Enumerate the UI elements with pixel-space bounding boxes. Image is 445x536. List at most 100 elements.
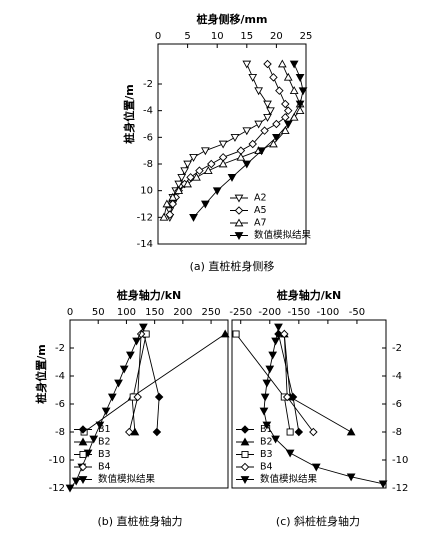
y-tick-label: -8	[392, 427, 402, 438]
caption: (a) 直桩桩身侧移	[190, 259, 275, 273]
marker	[162, 199, 172, 208]
y-tick-label: -4	[392, 371, 402, 382]
legend-label: B1	[260, 424, 273, 435]
series-line	[283, 333, 352, 433]
legend-label: B2	[260, 437, 273, 448]
legend-label: A5	[254, 205, 267, 216]
marker	[232, 330, 240, 338]
marker	[309, 427, 318, 437]
marker	[177, 174, 187, 182]
marker	[95, 421, 105, 430]
marker	[263, 59, 272, 69]
series-line	[169, 63, 289, 215]
marker	[242, 60, 252, 69]
marker	[189, 154, 198, 162]
marker	[236, 152, 246, 161]
marker	[89, 435, 99, 444]
legend-label: B3	[260, 449, 273, 460]
marker	[165, 210, 175, 219]
marker	[269, 139, 278, 148]
legend-marker	[79, 450, 87, 459]
legend-marker	[241, 450, 249, 459]
legend-marker	[78, 462, 88, 472]
y-tick-label: -8	[143, 159, 153, 170]
marker	[248, 74, 258, 82]
marker	[346, 427, 356, 436]
marker	[272, 119, 281, 129]
marker	[186, 173, 195, 182]
legend-label: A7	[254, 218, 267, 229]
legend-marker	[234, 206, 244, 215]
series-line	[131, 333, 226, 433]
x-tick-label: -250	[229, 307, 252, 318]
x-tick-label: 0	[67, 307, 73, 318]
marker	[212, 187, 222, 196]
marker	[248, 139, 257, 149]
legend-label: 数值模拟结果	[254, 229, 312, 241]
marker	[189, 214, 198, 222]
marker	[174, 186, 184, 194]
legend-label: B4	[260, 462, 273, 473]
marker	[168, 199, 178, 209]
marker	[311, 463, 321, 472]
series-line	[83, 333, 147, 433]
marker	[260, 126, 269, 135]
marker	[119, 365, 129, 374]
marker	[271, 337, 280, 346]
x-tick-label: -50	[349, 307, 365, 318]
marker	[346, 473, 356, 482]
marker	[294, 427, 304, 437]
marker	[218, 140, 228, 149]
y-tick-label: -12	[392, 483, 408, 494]
x-tick-label: 50	[92, 307, 105, 318]
x-tick-label: 250	[202, 307, 221, 318]
legend-label: B3	[98, 449, 111, 460]
marker	[154, 392, 164, 402]
marker	[257, 147, 266, 156]
marker	[114, 379, 123, 388]
legend-label: A2	[254, 193, 267, 204]
x-tick-label: 5	[184, 31, 190, 42]
legend-marker	[240, 476, 250, 485]
marker	[183, 160, 192, 169]
legend-marker	[78, 425, 88, 434]
marker	[263, 100, 272, 109]
marker	[259, 407, 269, 416]
marker	[125, 427, 134, 437]
legend-marker	[240, 425, 250, 434]
marker	[266, 107, 275, 116]
marker	[192, 172, 201, 181]
y-tick-label: -6	[143, 132, 153, 143]
marker	[227, 174, 237, 182]
marker	[281, 113, 290, 122]
marker	[159, 212, 169, 221]
legend-label: 数值模拟结果	[260, 473, 318, 485]
marker	[295, 100, 305, 109]
plot-frame	[69, 319, 229, 489]
x-axis-title: 桩身轴力/kN	[117, 288, 182, 302]
series-line	[143, 333, 160, 433]
plot-frame	[157, 43, 307, 245]
y-axis-title: 桩身位置/m	[34, 344, 48, 403]
marker	[203, 166, 213, 174]
y-tick-label: -4	[143, 106, 153, 117]
marker	[262, 421, 272, 430]
y-tick-label: -10	[49, 455, 65, 466]
y-tick-label: -12	[49, 483, 65, 494]
x-tick-label: -100	[317, 307, 340, 318]
marker	[242, 127, 252, 136]
y-tick-label: -2	[392, 343, 402, 354]
marker	[132, 337, 141, 346]
marker	[289, 60, 299, 69]
marker	[168, 192, 178, 201]
marker	[65, 484, 75, 493]
legend-label: B4	[98, 462, 111, 473]
marker	[218, 159, 228, 168]
y-tick-label: -14	[137, 239, 153, 250]
marker	[254, 120, 264, 129]
series-line	[193, 63, 304, 218]
y-tick-label: -4	[55, 371, 65, 382]
marker	[295, 74, 305, 82]
marker	[265, 365, 275, 374]
y-tick-label: -2	[143, 79, 153, 90]
